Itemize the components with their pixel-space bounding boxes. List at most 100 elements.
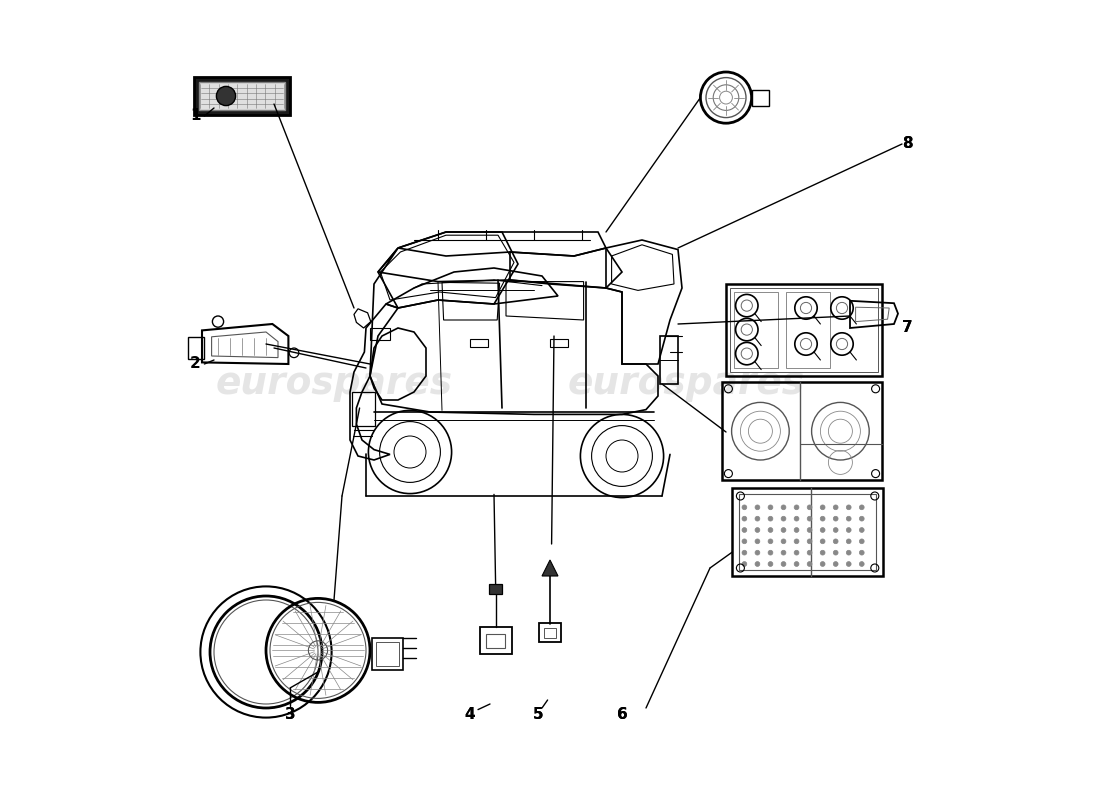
Text: 4: 4 bbox=[464, 707, 475, 722]
Circle shape bbox=[742, 562, 747, 566]
Circle shape bbox=[755, 516, 760, 521]
Bar bbox=[376, 642, 399, 666]
Circle shape bbox=[794, 505, 799, 510]
Bar bbox=[751, 90, 769, 106]
Text: 8: 8 bbox=[902, 137, 913, 151]
Circle shape bbox=[289, 348, 299, 358]
Text: 7: 7 bbox=[902, 321, 913, 335]
Circle shape bbox=[768, 550, 773, 555]
Text: 6: 6 bbox=[617, 707, 627, 722]
Circle shape bbox=[834, 516, 838, 521]
Circle shape bbox=[834, 550, 838, 555]
Circle shape bbox=[846, 505, 851, 510]
Circle shape bbox=[834, 528, 838, 533]
Circle shape bbox=[742, 539, 747, 544]
Circle shape bbox=[859, 528, 865, 533]
Bar bbox=[199, 82, 285, 110]
Bar bbox=[188, 337, 204, 359]
Circle shape bbox=[768, 516, 773, 521]
Circle shape bbox=[821, 562, 825, 566]
Circle shape bbox=[768, 539, 773, 544]
Circle shape bbox=[834, 562, 838, 566]
Bar bbox=[726, 284, 882, 376]
Text: 3: 3 bbox=[285, 707, 295, 722]
Circle shape bbox=[821, 528, 825, 533]
Bar bbox=[734, 292, 778, 368]
Text: 6: 6 bbox=[617, 707, 627, 722]
Circle shape bbox=[768, 505, 773, 510]
Circle shape bbox=[794, 528, 799, 533]
Circle shape bbox=[846, 516, 851, 521]
Circle shape bbox=[781, 539, 785, 544]
Circle shape bbox=[821, 550, 825, 555]
Circle shape bbox=[794, 550, 799, 555]
Bar bbox=[739, 494, 877, 570]
Circle shape bbox=[794, 539, 799, 544]
Circle shape bbox=[807, 562, 812, 566]
Circle shape bbox=[807, 550, 812, 555]
Bar bbox=[660, 336, 678, 384]
Circle shape bbox=[846, 562, 851, 566]
Circle shape bbox=[807, 528, 812, 533]
Bar bbox=[786, 292, 830, 368]
Bar bbox=[539, 623, 561, 642]
Circle shape bbox=[742, 516, 747, 521]
Circle shape bbox=[846, 528, 851, 533]
Bar bbox=[543, 628, 557, 638]
Bar bbox=[490, 584, 502, 594]
Text: 5: 5 bbox=[532, 707, 543, 722]
Circle shape bbox=[781, 562, 785, 566]
Text: eurospares: eurospares bbox=[568, 366, 804, 402]
Bar bbox=[194, 77, 290, 115]
Circle shape bbox=[834, 539, 838, 544]
Circle shape bbox=[821, 516, 825, 521]
Circle shape bbox=[859, 550, 865, 555]
Circle shape bbox=[781, 550, 785, 555]
Polygon shape bbox=[542, 560, 558, 576]
Circle shape bbox=[781, 528, 785, 533]
Text: 1: 1 bbox=[190, 109, 201, 123]
Text: 5: 5 bbox=[532, 707, 543, 722]
Circle shape bbox=[859, 539, 865, 544]
Circle shape bbox=[217, 86, 235, 106]
Circle shape bbox=[755, 539, 760, 544]
Circle shape bbox=[212, 316, 223, 327]
Circle shape bbox=[742, 505, 747, 510]
Bar bbox=[373, 638, 403, 670]
Circle shape bbox=[781, 505, 785, 510]
Bar bbox=[470, 339, 487, 347]
Bar bbox=[486, 634, 505, 648]
Circle shape bbox=[859, 562, 865, 566]
Bar bbox=[550, 339, 568, 347]
Circle shape bbox=[807, 505, 812, 510]
Circle shape bbox=[742, 550, 747, 555]
Circle shape bbox=[834, 505, 838, 510]
Circle shape bbox=[742, 528, 747, 533]
Circle shape bbox=[755, 550, 760, 555]
Circle shape bbox=[821, 539, 825, 544]
Circle shape bbox=[859, 516, 865, 521]
Circle shape bbox=[859, 505, 865, 510]
Circle shape bbox=[755, 562, 760, 566]
Circle shape bbox=[794, 516, 799, 521]
Circle shape bbox=[781, 516, 785, 521]
Bar bbox=[352, 392, 375, 426]
Text: eurospares: eurospares bbox=[216, 366, 452, 402]
Bar bbox=[480, 627, 512, 654]
Circle shape bbox=[768, 528, 773, 533]
Bar bbox=[370, 328, 390, 340]
Circle shape bbox=[794, 562, 799, 566]
Text: 7: 7 bbox=[902, 321, 913, 335]
Circle shape bbox=[807, 516, 812, 521]
Text: 3: 3 bbox=[285, 707, 295, 722]
Circle shape bbox=[821, 505, 825, 510]
Text: 8: 8 bbox=[902, 137, 913, 151]
Bar bbox=[722, 382, 882, 480]
Circle shape bbox=[768, 562, 773, 566]
Circle shape bbox=[807, 539, 812, 544]
Text: 2: 2 bbox=[190, 357, 201, 371]
Circle shape bbox=[755, 505, 760, 510]
Circle shape bbox=[755, 528, 760, 533]
Circle shape bbox=[846, 539, 851, 544]
Circle shape bbox=[846, 550, 851, 555]
